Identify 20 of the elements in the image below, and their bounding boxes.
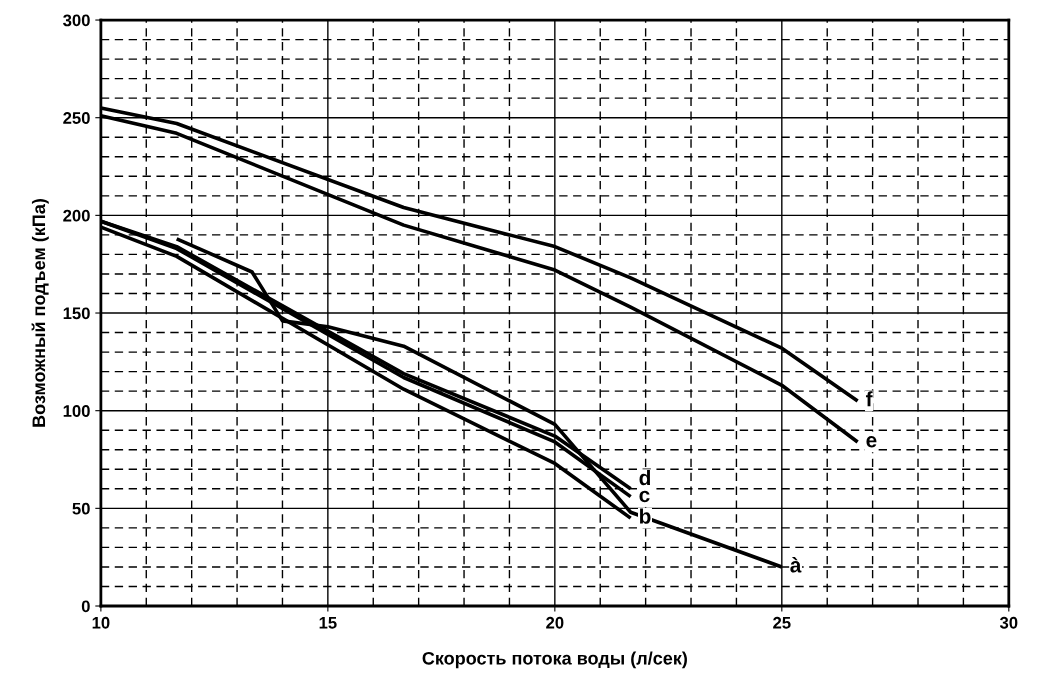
y-axis-title: Возможный подъем (кПа)	[31, 199, 49, 427]
y-tick-label: 150	[63, 307, 90, 320]
series-label: f	[865, 391, 873, 407]
series-label: d	[639, 469, 651, 486]
x-tick-label: 30	[999, 616, 1018, 629]
y-tick-label: 300	[63, 14, 90, 27]
x-tick-label: 25	[773, 616, 791, 629]
x-tick-label: 15	[319, 617, 337, 629]
y-tick-label: 250	[63, 112, 90, 124]
x-axis-title: Скорость потока воды (л/сек)	[422, 651, 687, 669]
series-label: b	[640, 508, 651, 524]
y-tick-label: 0	[81, 600, 90, 613]
series-label: c	[639, 490, 650, 503]
y-tick-label: 100	[63, 405, 90, 417]
y-tick-label: 50	[72, 502, 90, 515]
y-tick-label: 200	[63, 209, 90, 222]
series-label: e	[866, 436, 877, 448]
series-label: à	[790, 557, 802, 573]
x-tick-label: 10	[92, 616, 110, 629]
x-tick-label: 20	[546, 616, 564, 629]
